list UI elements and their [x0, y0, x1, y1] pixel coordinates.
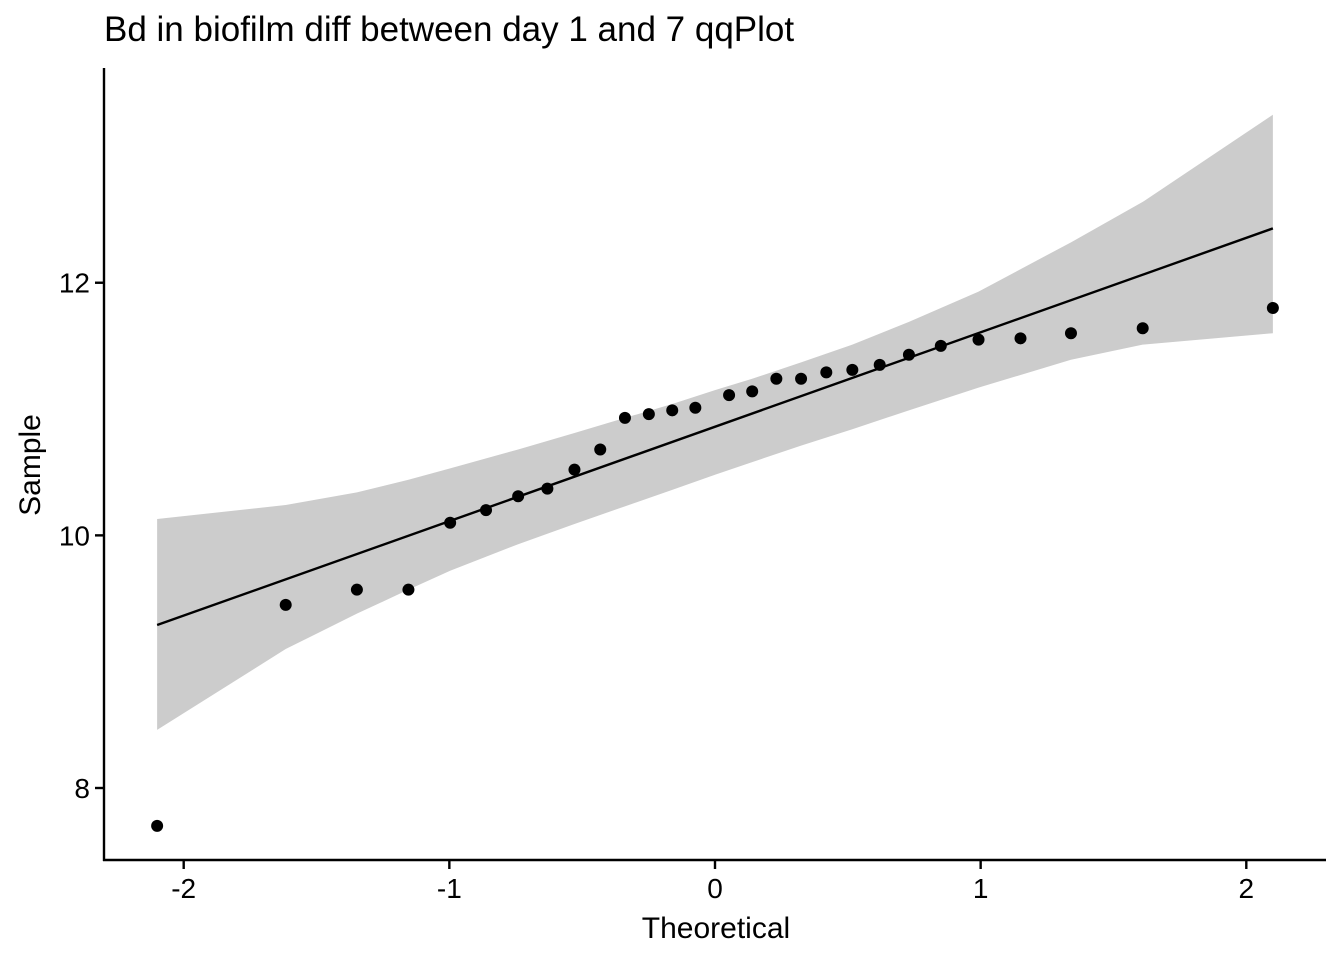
sample-point-15 — [723, 389, 736, 402]
sample-point-13 — [666, 404, 679, 417]
confidence-band — [157, 114, 1273, 730]
confidence-band-layer — [157, 114, 1273, 730]
sample-point-24 — [972, 333, 985, 346]
x-tick-label: 2 — [1239, 873, 1255, 904]
sample-point-5 — [444, 516, 457, 529]
sample-point-2 — [279, 598, 292, 611]
sample-point-20 — [846, 363, 859, 376]
sample-point-7 — [512, 490, 525, 503]
chart-title: Bd in biofilm diff between day 1 and 7 q… — [104, 10, 795, 49]
sample-point-26 — [1064, 327, 1077, 340]
qq-reference-line — [156, 227, 1274, 627]
sample-point-25 — [1014, 332, 1027, 345]
x-tick-label: -2 — [171, 873, 196, 904]
sample-point-16 — [746, 385, 759, 398]
sample-point-4 — [402, 583, 415, 596]
sample-point-21 — [873, 358, 886, 371]
x-tick-label: 0 — [707, 873, 723, 904]
sample-point-23 — [934, 339, 947, 352]
sample-point-27 — [1136, 322, 1149, 335]
sample-point-19 — [820, 366, 833, 379]
sample-point-10 — [594, 443, 607, 456]
sample-point-22 — [902, 348, 915, 361]
sample-point-14 — [689, 401, 702, 414]
x-tick-label: 1 — [973, 873, 989, 904]
sample-point-9 — [568, 463, 581, 476]
sample-point-8 — [541, 482, 554, 495]
sample-point-1 — [151, 819, 164, 832]
sample-point-28 — [1266, 302, 1279, 314]
sample-point-6 — [480, 504, 493, 517]
y-tick-label: 8 — [74, 773, 90, 804]
reference-line-layer — [156, 227, 1274, 627]
x-axis-title: Theoretical — [642, 912, 790, 945]
sample-points-layer — [151, 302, 1279, 832]
sample-point-11 — [618, 411, 631, 424]
y-tick-label: 10 — [59, 520, 90, 551]
sample-point-12 — [642, 408, 655, 421]
y-tick-label: 12 — [59, 268, 90, 299]
sample-point-17 — [770, 372, 783, 385]
y-axis-title: Sample — [14, 414, 47, 516]
sample-point-3 — [350, 583, 363, 596]
x-tick-label: -1 — [437, 873, 462, 904]
sample-point-18 — [795, 372, 808, 385]
